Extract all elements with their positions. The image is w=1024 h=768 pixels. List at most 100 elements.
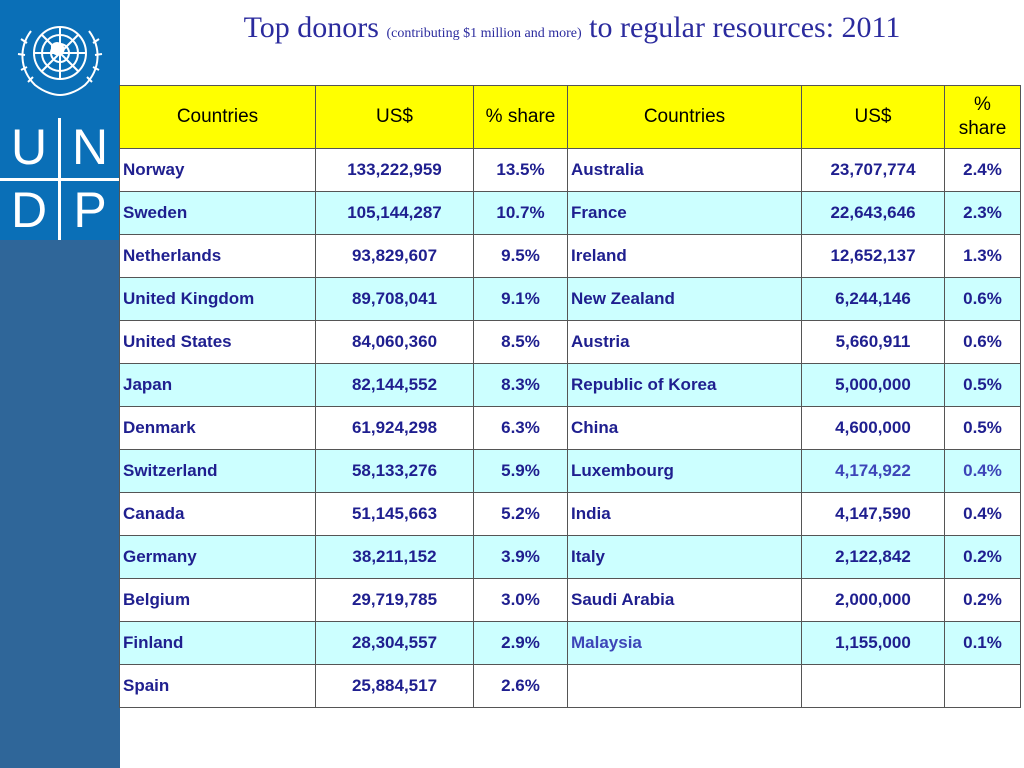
logo-letter: D bbox=[10, 182, 48, 238]
amount-cell: 82,144,552 bbox=[315, 363, 474, 407]
share-cell: 0.5% bbox=[944, 363, 1021, 407]
share-cell: 8.5% bbox=[473, 320, 568, 364]
share-cell: 0.2% bbox=[944, 535, 1021, 579]
logo-letter: U bbox=[10, 119, 48, 175]
country-cell: Japan bbox=[119, 363, 316, 407]
country-cell: Italy bbox=[567, 535, 802, 579]
amount-cell: 4,174,922 bbox=[801, 449, 945, 493]
logo-letter: N bbox=[71, 119, 109, 175]
column-header: Countries bbox=[119, 85, 316, 149]
amount-cell: 2,000,000 bbox=[801, 578, 945, 622]
amount-cell: 4,147,590 bbox=[801, 492, 945, 536]
table-row: Belgium 29,719,785 3.0% Saudi Arabia 2,000,0… bbox=[119, 578, 1021, 622]
share-cell bbox=[944, 664, 1021, 708]
share-cell: 9.5% bbox=[473, 234, 568, 278]
amount-cell: 5,000,000 bbox=[801, 363, 945, 407]
amount-cell: 29,719,785 bbox=[315, 578, 474, 622]
country-cell: Republic of Korea bbox=[567, 363, 802, 407]
country-cell: India bbox=[567, 492, 802, 536]
country-cell: Norway bbox=[119, 148, 316, 192]
amount-cell: 6,244,146 bbox=[801, 277, 945, 321]
amount-cell: 28,304,557 bbox=[315, 621, 474, 665]
country-cell: Denmark bbox=[119, 406, 316, 450]
country-cell: United States bbox=[119, 320, 316, 364]
sidebar: U N D P bbox=[0, 0, 120, 768]
amount-cell: 84,060,360 bbox=[315, 320, 474, 364]
amount-cell: 51,145,663 bbox=[315, 492, 474, 536]
amount-cell: 58,133,276 bbox=[315, 449, 474, 493]
country-cell: Canada bbox=[119, 492, 316, 536]
amount-cell: 12,652,137 bbox=[801, 234, 945, 278]
country-cell: Switzerland bbox=[119, 449, 316, 493]
country-cell: Ireland bbox=[567, 234, 802, 278]
share-cell: 5.9% bbox=[473, 449, 568, 493]
title-rest: to regular resources: 2011 bbox=[589, 11, 901, 44]
country-cell: Netherlands bbox=[119, 234, 316, 278]
undp-letters: U N D P bbox=[0, 118, 120, 240]
amount-cell: 38,211,152 bbox=[315, 535, 474, 579]
title-subnote: (contributing $1 million and more) bbox=[386, 26, 582, 41]
amount-cell: 5,660,911 bbox=[801, 320, 945, 364]
column-header: % share bbox=[944, 85, 1021, 149]
country-cell: Luxembourg bbox=[567, 449, 802, 493]
country-cell: Belgium bbox=[119, 578, 316, 622]
share-cell: 0.4% bbox=[944, 449, 1021, 493]
table-row: Japan 82,144,552 8.3% Republic of Korea 5,00… bbox=[119, 363, 1021, 407]
country-cell: China bbox=[567, 406, 802, 450]
share-cell: 2.4% bbox=[944, 148, 1021, 192]
amount-cell: 93,829,607 bbox=[315, 234, 474, 278]
country-cell: Austria bbox=[567, 320, 802, 364]
amount-cell: 22,643,646 bbox=[801, 191, 945, 235]
amount-cell: 133,222,959 bbox=[315, 148, 474, 192]
column-header: Countries bbox=[567, 85, 802, 149]
country-cell: Germany bbox=[119, 535, 316, 579]
country-cell: Spain bbox=[119, 664, 316, 708]
share-cell: 10.7% bbox=[473, 191, 568, 235]
share-cell: 5.2% bbox=[473, 492, 568, 536]
country-cell: New Zealand bbox=[567, 277, 802, 321]
amount-cell: 23,707,774 bbox=[801, 148, 945, 192]
column-header: US$ bbox=[315, 85, 474, 149]
share-cell: 6.3% bbox=[473, 406, 568, 450]
amount-cell: 1,155,000 bbox=[801, 621, 945, 665]
table-body: Norway 133,222,959 13.5% Australia 23,707,77… bbox=[119, 148, 1021, 708]
share-cell: 2.9% bbox=[473, 621, 568, 665]
share-cell: 0.2% bbox=[944, 578, 1021, 622]
share-cell: 0.5% bbox=[944, 406, 1021, 450]
table-row: Denmark 61,924,298 6.3% China 4,600,000 0.5% bbox=[119, 406, 1021, 450]
logo-letter: P bbox=[73, 182, 107, 238]
table-header-row: Countries US$ % share Countries US$ % sh… bbox=[119, 85, 1021, 149]
country-cell bbox=[567, 664, 802, 708]
table-row: United States 84,060,360 8.5% Austria 5,660,… bbox=[119, 320, 1021, 364]
share-cell: 0.1% bbox=[944, 621, 1021, 665]
amount-cell: 25,884,517 bbox=[315, 664, 474, 708]
amount-cell bbox=[801, 664, 945, 708]
column-header: US$ bbox=[801, 85, 945, 149]
share-cell: 0.6% bbox=[944, 277, 1021, 321]
share-cell: 0.4% bbox=[944, 492, 1021, 536]
table-row: Germany 38,211,152 3.9% Italy 2,122,842 0.2% bbox=[119, 535, 1021, 579]
share-cell: 9.1% bbox=[473, 277, 568, 321]
table-row: Spain 25,884,517 2.6% bbox=[119, 664, 1021, 708]
amount-cell: 2,122,842 bbox=[801, 535, 945, 579]
country-cell: United Kingdom bbox=[119, 277, 316, 321]
share-cell: 3.0% bbox=[473, 578, 568, 622]
table-row: Norway 133,222,959 13.5% Australia 23,707,77… bbox=[119, 148, 1021, 192]
amount-cell: 61,924,298 bbox=[315, 406, 474, 450]
donors-table: Countries US$ % share Countries US$ % sh… bbox=[119, 85, 1021, 708]
page-title: Top donors (contributing $1 million and … bbox=[120, 6, 1024, 50]
country-cell: Finland bbox=[119, 621, 316, 665]
undp-logo: U N D P bbox=[0, 0, 120, 240]
country-cell: Saudi Arabia bbox=[567, 578, 802, 622]
table-row: United Kingdom 89,708,041 9.1% New Zealand 6… bbox=[119, 277, 1021, 321]
amount-cell: 105,144,287 bbox=[315, 191, 474, 235]
share-cell: 1.3% bbox=[944, 234, 1021, 278]
share-cell: 13.5% bbox=[473, 148, 568, 192]
amount-cell: 4,600,000 bbox=[801, 406, 945, 450]
country-cell: Sweden bbox=[119, 191, 316, 235]
table-row: Netherlands 93,829,607 9.5% Ireland 12,652,1… bbox=[119, 234, 1021, 278]
share-cell: 3.9% bbox=[473, 535, 568, 579]
share-cell: 0.6% bbox=[944, 320, 1021, 364]
amount-cell: 89,708,041 bbox=[315, 277, 474, 321]
share-cell: 2.6% bbox=[473, 664, 568, 708]
